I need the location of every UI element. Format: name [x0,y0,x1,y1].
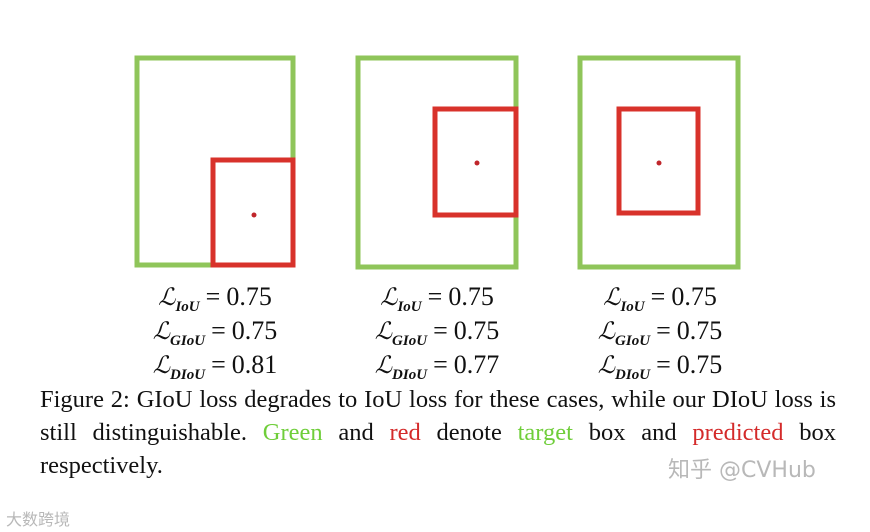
loss-subscript: DIoU [392,367,428,383]
loss-symbol: ℒ [597,351,616,379]
loss-value: 0.81 [231,350,278,379]
loss-value: 0.77 [453,350,500,379]
boxes-illustration [134,55,741,270]
formula-line: ℒDIoU = 0.81 [105,348,325,383]
formula-line: ℒGIoU = 0.75 [550,314,770,349]
caption-text: red [389,419,421,446]
loss-subscript: GIoU [615,333,651,349]
formula-line: ℒGIoU = 0.75 [327,314,547,349]
relation: = [433,316,448,345]
relation: = [656,350,671,379]
predicted-box [616,106,701,216]
loss-symbol: ℒ [152,351,171,379]
formula-line: ℒDIoU = 0.77 [327,348,547,383]
formula-group: ℒIoU = 0.75 ℒGIoU = 0.75 ℒDIoU = 0.75 [550,280,770,383]
caption-text: target [517,419,573,446]
formula-line: ℒGIoU = 0.75 [105,314,325,349]
formula-line: ℒIoU = 0.75 [105,280,325,315]
loss-subscript: IoU [620,299,645,315]
loss-symbol: ℒ [374,351,393,379]
loss-value: 0.75 [231,316,278,345]
loss-value: 0.75 [226,282,272,311]
center-dot [474,160,480,166]
predicted-box [432,106,519,218]
caption-text: and [322,419,390,446]
loss-symbol: ℒ [597,317,616,345]
relation: = [650,282,666,311]
loss-value: 0.75 [676,350,723,379]
center-dot [656,160,662,166]
formula-line: ℒIoU = 0.75 [550,280,770,315]
loss-subscript: DIoU [170,367,206,383]
relation: = [433,350,448,379]
watermark: 大数跨境 [6,510,71,529]
relation: = [656,316,671,345]
watermark: 知乎 @CVHub [668,458,816,483]
caption: Figure 2: GIoU loss degrades to IoU loss… [40,383,836,482]
formula-line: ℒDIoU = 0.75 [550,348,770,383]
formula-line: ℒIoU = 0.75 [327,280,547,315]
loss-symbol: ℒ [603,283,621,311]
formula-group: ℒIoU = 0.75 ℒGIoU = 0.75 ℒDIoU = 0.81 [105,280,325,383]
loss-value: 0.75 [448,282,494,311]
predicted-box [210,157,296,268]
center-dot [251,212,257,218]
loss-subscript: GIoU [392,333,428,349]
loss-subscript: GIoU [170,333,206,349]
loss-subscript: IoU [397,299,422,315]
caption-text: predicted [692,419,784,446]
caption-text: box and [572,419,693,446]
loss-symbol: ℒ [380,283,398,311]
loss-symbol: ℒ [374,317,393,345]
loss-subscript: DIoU [615,367,651,383]
caption-text: box respectively. [40,419,837,479]
loss-value: 0.75 [676,316,723,345]
loss-symbol: ℒ [158,283,176,311]
target-box [577,55,741,270]
caption-text: Figure 2: GIoU loss degrades to IoU loss… [40,386,836,446]
relation: = [427,282,443,311]
loss-value: 0.75 [453,316,500,345]
loss-symbol: ℒ [152,317,171,345]
relation: = [205,282,221,311]
loss-subscript: IoU [175,299,200,315]
relation: = [211,350,226,379]
loss-value: 0.75 [671,282,717,311]
relation: = [211,316,226,345]
caption-text: Green [262,419,323,446]
formula-group: ℒIoU = 0.75 ℒGIoU = 0.75 ℒDIoU = 0.77 [327,280,547,383]
caption-text: denote [420,419,518,446]
